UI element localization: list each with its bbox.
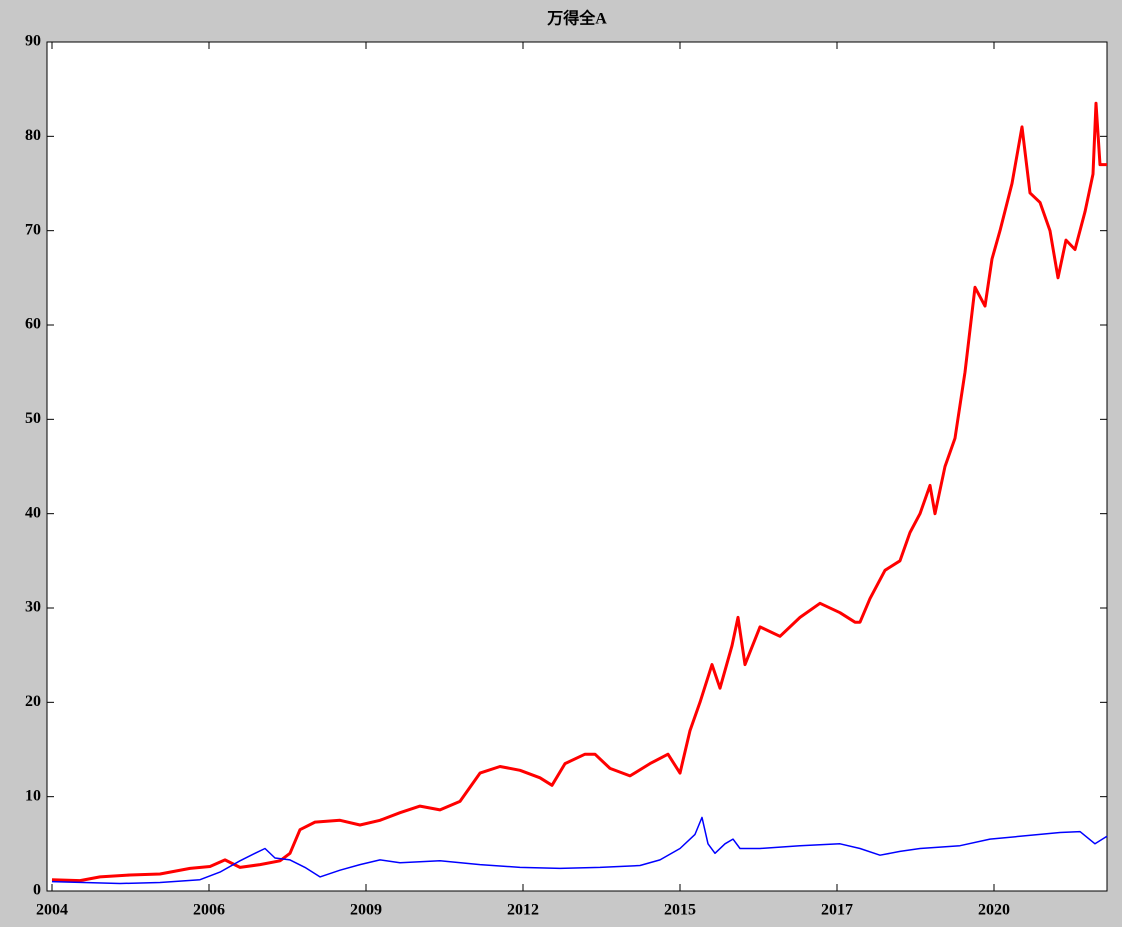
y-tick-label: 60 — [25, 316, 41, 333]
y-tick-label: 20 — [25, 693, 41, 710]
x-tick-label: 2009 — [350, 902, 382, 919]
y-tick-label: 40 — [25, 504, 41, 521]
x-tick-label: 2015 — [664, 902, 696, 919]
y-tick-label: 80 — [25, 127, 41, 144]
y-tick-label: 30 — [25, 599, 41, 616]
y-tick-label: 50 — [25, 410, 41, 427]
y-tick-label: 0 — [33, 882, 41, 899]
x-tick-label: 2017 — [821, 902, 853, 919]
y-tick-label: 10 — [25, 787, 41, 804]
chart-title: 万得全A — [546, 9, 607, 28]
x-tick-label: 2020 — [978, 902, 1010, 919]
data-line — [51, 816, 1108, 885]
x-tick-label: 2004 — [36, 902, 68, 919]
y-tick-label: 90 — [25, 33, 41, 50]
x-tick-label: 2006 — [193, 902, 225, 919]
x-tick-label: 2012 — [507, 902, 539, 919]
y-tick-label: 70 — [25, 221, 41, 238]
data-line — [51, 101, 1107, 883]
axes-box — [46, 41, 1108, 892]
